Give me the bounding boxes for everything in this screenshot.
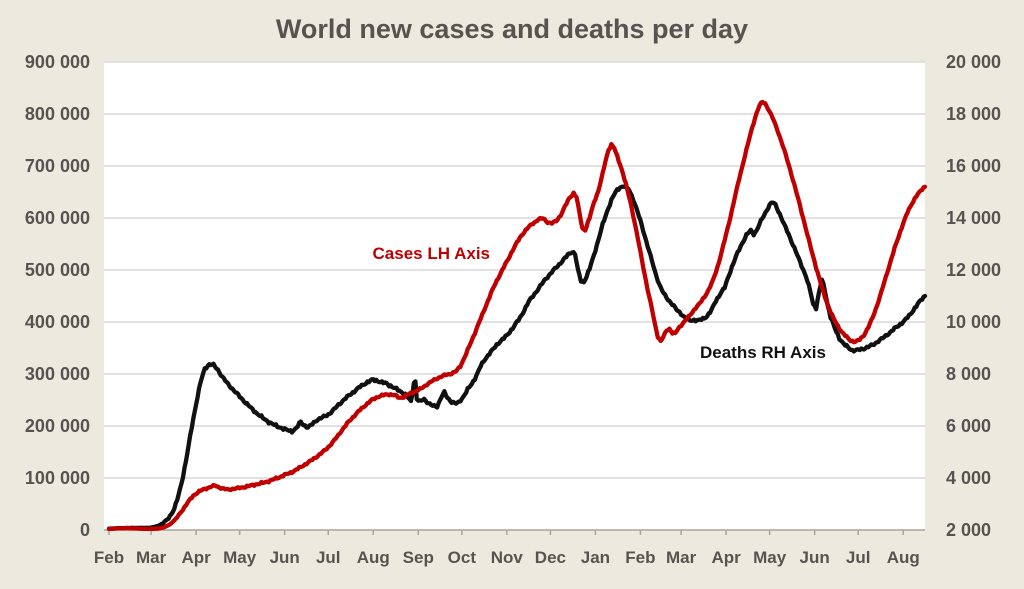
left-axis-tick-label: 400 000: [25, 312, 90, 332]
left-axis-tick-label: 500 000: [25, 260, 90, 280]
x-axis-tick-label: Feb: [94, 548, 124, 567]
left-axis-tick-label: 900 000: [25, 52, 90, 72]
x-axis-tick-label: Mar: [136, 548, 167, 567]
left-axis-tick-label: 200 000: [25, 416, 90, 436]
left-axis-tick-label: 600 000: [25, 208, 90, 228]
right-axis-tick-label: 2 000: [946, 520, 991, 540]
right-axis-tick-label: 4 000: [946, 468, 991, 488]
right-axis-tick-label: 16 000: [946, 156, 1001, 176]
x-axis-tick-label: Dec: [535, 548, 566, 567]
chart-title: World new cases and deaths per day: [275, 14, 749, 44]
x-axis-tick-label: Nov: [491, 548, 524, 567]
right-axis-tick-label: 12 000: [946, 260, 1001, 280]
x-axis-tick-label: May: [223, 548, 257, 567]
x-axis-tick-label: Jun: [270, 548, 300, 567]
cases-series-label: Cases LH Axis: [372, 244, 490, 263]
x-axis-tick-label: Jul: [316, 548, 341, 567]
right-axis-tick-label: 18 000: [946, 104, 1001, 124]
right-axis-tick-label: 10 000: [946, 312, 1001, 332]
left-axis-tick-label: 700 000: [25, 156, 90, 176]
cases-line: [106, 99, 928, 532]
x-axis-tick-label: Feb: [625, 548, 655, 567]
x-axis-tick-label: Jan: [581, 548, 610, 567]
x-axis-tick-label: Apr: [711, 548, 741, 567]
left-axis-tick-label: 300 000: [25, 364, 90, 384]
deaths-series-label: Deaths RH Axis: [700, 343, 826, 362]
right-axis-tick-label: 6 000: [946, 416, 991, 436]
right-axis-tick-label: 8 000: [946, 364, 991, 384]
right-axis-tick-label: 20 000: [946, 52, 1001, 72]
left-axis-tick-label: 100 000: [25, 468, 90, 488]
x-axis-tick-label: Jun: [800, 548, 830, 567]
deaths-line: [106, 183, 928, 531]
x-axis-tick-label: Jul: [846, 548, 871, 567]
left-axis-tick-label: 800 000: [25, 104, 90, 124]
right-axis-tick-label: 14 000: [946, 208, 1001, 228]
x-axis-tick-label: Sep: [403, 548, 434, 567]
x-axis-tick-label: Apr: [181, 548, 211, 567]
x-axis-tick-label: Aug: [357, 548, 390, 567]
x-axis-tick-label: Mar: [666, 548, 697, 567]
left-axis-tick-label: 0: [80, 520, 90, 540]
x-axis-tick-label: Aug: [887, 548, 920, 567]
plot-area: [104, 62, 925, 530]
x-axis-tick-label: Oct: [448, 548, 477, 567]
x-axis-tick-label: May: [753, 548, 787, 567]
